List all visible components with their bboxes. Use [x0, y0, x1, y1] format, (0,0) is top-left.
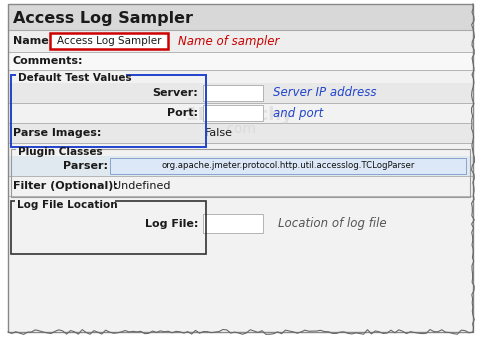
Text: Comments:: Comments:	[13, 56, 84, 66]
Text: Parse Images:: Parse Images:	[13, 128, 101, 138]
Bar	[8, 143, 472, 148]
Bar	[8, 176, 472, 196]
Text: Server IP address: Server IP address	[273, 86, 376, 100]
Text: Filter (Optional):: Filter (Optional):	[13, 181, 118, 191]
Text: Log File Location: Log File Location	[17, 200, 118, 210]
Text: Access Log Sampler: Access Log Sampler	[57, 36, 161, 46]
Bar	[8, 256, 472, 332]
Text: Name:: Name:	[13, 36, 53, 46]
Text: 1Dikitechy: 1Dikitechy	[186, 106, 293, 124]
Bar	[8, 70, 472, 75]
Bar	[203, 214, 263, 233]
Bar	[8, 211, 472, 237]
Text: Default Test Values: Default Test Values	[18, 73, 132, 83]
Bar	[8, 156, 472, 176]
Text: Undefined: Undefined	[113, 181, 170, 191]
Bar	[8, 148, 472, 200]
Text: org.apache.jmeter.protocol.http.util.accesslog.TCLogParser: org.apache.jmeter.protocol.http.util.acc…	[161, 161, 414, 171]
Text: Location of log file: Location of log file	[277, 218, 386, 231]
Bar	[8, 196, 472, 201]
Bar	[16, 148, 94, 155]
Text: False: False	[204, 128, 232, 138]
Bar	[8, 30, 472, 52]
Bar	[11, 75, 205, 147]
Bar	[8, 83, 472, 103]
Text: .com: .com	[223, 122, 256, 136]
Text: Parser:: Parser:	[63, 161, 108, 171]
Bar	[203, 105, 263, 121]
Bar	[203, 85, 263, 101]
Bar	[8, 123, 472, 143]
Bar	[8, 52, 472, 70]
Bar	[110, 158, 465, 174]
Bar	[11, 149, 469, 197]
Text: Access Log Sampler: Access Log Sampler	[13, 11, 192, 25]
Bar	[8, 4, 472, 30]
Text: Name of sampler: Name of sampler	[178, 35, 279, 47]
Bar	[11, 201, 205, 254]
Bar	[8, 75, 472, 151]
Bar	[8, 103, 472, 123]
Bar	[16, 74, 126, 82]
Text: Plugin Classes: Plugin Classes	[18, 147, 102, 157]
Bar	[8, 201, 472, 256]
Bar	[15, 200, 115, 208]
Text: Port:: Port:	[167, 108, 198, 118]
Bar	[50, 33, 168, 49]
Text: Log File:: Log File:	[144, 219, 198, 229]
Text: Server:: Server:	[152, 88, 198, 98]
Text: and port: and port	[273, 106, 323, 120]
